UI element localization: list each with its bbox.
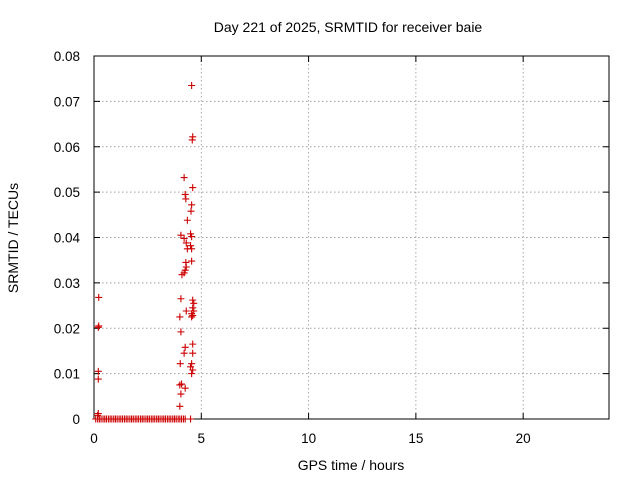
y-tick-label: 0.04	[54, 231, 81, 246]
data-point	[177, 295, 185, 303]
data-point	[176, 360, 184, 368]
data-point	[180, 234, 188, 242]
data-point	[181, 343, 189, 351]
x-axis-label: GPS time / hours	[298, 457, 405, 473]
data-point	[182, 239, 190, 247]
grid-lines	[94, 56, 609, 419]
data-point	[183, 216, 191, 224]
data-point	[188, 245, 196, 253]
data-point	[95, 322, 103, 330]
data-point	[190, 299, 198, 307]
data-points	[92, 81, 198, 423]
data-point	[182, 307, 190, 315]
data-point	[188, 370, 196, 378]
data-point	[188, 233, 196, 241]
data-point	[187, 415, 195, 423]
x-tick-label: 20	[516, 431, 531, 446]
data-point	[188, 136, 196, 144]
data-point	[188, 313, 196, 321]
data-point	[177, 328, 185, 336]
data-point	[176, 402, 184, 410]
data-point	[181, 384, 189, 392]
data-point	[94, 375, 102, 383]
x-tick-label: 10	[301, 431, 316, 446]
data-point	[177, 390, 185, 398]
y-tick-label: 0.07	[54, 94, 80, 109]
data-point	[189, 296, 197, 304]
data-point	[181, 266, 189, 274]
data-point	[189, 366, 197, 374]
y-axis-label: SRMTID / TECUs	[5, 183, 21, 293]
data-point	[176, 381, 184, 389]
data-point	[188, 360, 196, 368]
data-point	[188, 201, 196, 209]
y-tick-label: 0.06	[54, 140, 80, 155]
data-point	[180, 174, 188, 182]
data-point	[178, 380, 186, 388]
axis-ticks: 0 5 10 15 20 0 0.01 0.02 0.03 0.04 0.05 0.06 0.07 0.0…	[54, 49, 609, 446]
data-point	[182, 195, 190, 203]
data-point	[189, 349, 197, 357]
data-point	[177, 231, 185, 239]
x-tick-label: 0	[90, 431, 98, 446]
chart-title: Day 221 of 2025, SRMTID for receiver bai…	[214, 19, 483, 35]
data-point	[95, 293, 103, 301]
data-point	[94, 410, 102, 418]
data-point	[187, 207, 195, 215]
data-point	[189, 312, 197, 320]
data-point	[94, 367, 102, 375]
y-tick-label: 0.02	[54, 321, 80, 336]
data-point	[189, 340, 197, 348]
data-point	[180, 349, 188, 357]
y-tick-label: 0	[72, 412, 80, 427]
y-tick-label: 0.03	[54, 276, 80, 291]
y-tick-label: 0.08	[54, 49, 80, 64]
x-tick-label: 5	[198, 431, 206, 446]
data-point	[189, 304, 197, 312]
data-point	[188, 257, 196, 265]
x-tick-label: 15	[408, 431, 423, 446]
data-point	[181, 190, 189, 198]
data-point	[189, 184, 197, 192]
y-tick-label: 0.01	[54, 367, 80, 382]
y-tick-label: 0.05	[54, 185, 80, 200]
data-point	[187, 242, 195, 250]
data-point	[182, 258, 190, 266]
data-point	[176, 313, 184, 321]
data-point	[188, 81, 196, 89]
